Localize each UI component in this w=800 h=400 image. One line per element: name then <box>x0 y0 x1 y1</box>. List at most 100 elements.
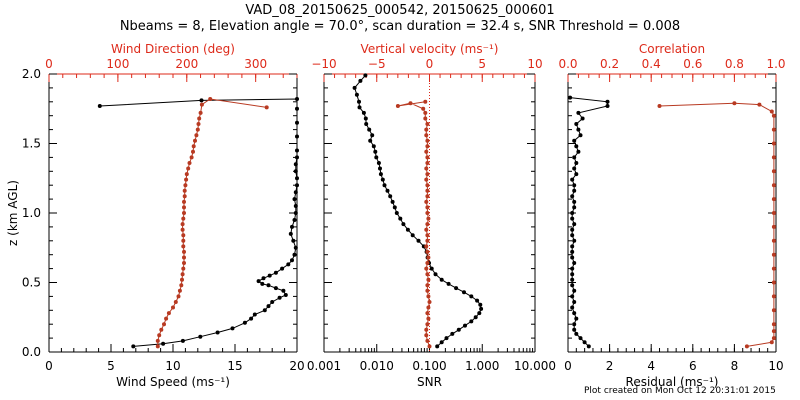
black-data-point <box>131 344 136 349</box>
black-data-point <box>368 138 373 143</box>
black-data-point <box>262 308 267 313</box>
black-data-point <box>367 127 372 132</box>
black-data-point <box>361 110 366 115</box>
black-data-point <box>572 327 577 332</box>
black-data-point <box>570 249 575 254</box>
black-data-point <box>295 120 299 125</box>
red-data-point <box>162 322 166 327</box>
red-data-point <box>184 172 189 177</box>
black-data-point <box>249 316 254 321</box>
black-data-point <box>286 262 291 267</box>
red-data-point <box>425 311 430 316</box>
black-data-point <box>444 336 449 341</box>
black-data-point <box>416 238 421 243</box>
black-data-point <box>570 305 575 310</box>
top-tick-label: 100 <box>106 57 129 71</box>
black-data-point <box>572 311 577 316</box>
red-data-point <box>425 155 430 160</box>
red-data-point <box>423 110 428 115</box>
black-data-point <box>572 188 577 193</box>
black-data-point <box>373 149 378 154</box>
black-data-point <box>97 104 102 108</box>
red-data-point <box>425 322 430 327</box>
red-data-point <box>195 127 200 132</box>
top-axis-title: Correlation <box>639 42 705 56</box>
top-axis-title: Wind Direction (deg) <box>111 42 235 56</box>
red-data-point <box>425 272 430 277</box>
bottom-tick-label: 1.000 <box>465 359 499 373</box>
red-data-point <box>769 109 774 114</box>
red-data-point <box>184 177 189 182</box>
red-data-point <box>426 305 431 310</box>
red-data-point <box>180 227 185 232</box>
red-data-point <box>771 155 776 160</box>
black-data-point <box>261 276 266 281</box>
black-data-point <box>582 340 587 345</box>
red-data-point <box>182 249 186 254</box>
red-data-point <box>182 261 186 265</box>
red-data-point <box>771 169 776 174</box>
black-data-point <box>570 294 575 299</box>
black-data-point <box>469 294 474 299</box>
red-data-point <box>179 283 184 288</box>
black-data-point <box>574 161 579 165</box>
red-data-point <box>425 172 430 177</box>
black-data-point <box>252 312 257 317</box>
black-data-point <box>371 144 376 149</box>
red-data-point <box>771 113 776 118</box>
red-data-point <box>181 244 186 249</box>
black-data-point <box>473 315 478 320</box>
top-tick-label: −10 <box>311 57 336 71</box>
black-data-point <box>270 300 275 304</box>
red-data-point <box>424 133 429 138</box>
red-data-point <box>199 102 204 107</box>
black-data-point <box>572 300 577 304</box>
red-series-line <box>157 98 267 347</box>
black-data-point <box>293 204 298 208</box>
red-data-point <box>424 266 429 271</box>
wind-speed-direction-panel: 0 5 10 15 20 Wind Speed (ms⁻¹) 0 100 200 300 Wind … <box>6 42 305 389</box>
red-data-point <box>425 261 430 265</box>
black-data-point <box>293 169 298 174</box>
red-data-point <box>425 122 430 126</box>
red-data-point <box>771 211 776 215</box>
red-data-point <box>191 149 195 154</box>
black-data-point <box>354 92 359 97</box>
red-data-point <box>181 238 186 243</box>
black-data-point <box>378 166 382 171</box>
red-data-point <box>424 199 429 204</box>
black-data-point <box>385 188 390 193</box>
top-tick-label: 0.0 <box>558 57 577 71</box>
black-data-point <box>266 304 271 309</box>
red-data-point <box>425 233 430 238</box>
black-data-point <box>456 327 461 332</box>
black-data-point <box>199 98 204 103</box>
bottom-tick-label: 6 <box>689 359 697 373</box>
black-data-point <box>295 97 299 101</box>
red-data-point <box>771 141 776 146</box>
red-data-point <box>771 322 776 327</box>
bottom-tick-label: 20 <box>289 359 304 373</box>
black-data-point <box>295 148 299 153</box>
black-data-point <box>605 104 610 108</box>
black-data-point <box>390 199 395 204</box>
black-data-point <box>570 194 575 199</box>
red-data-point <box>423 99 428 104</box>
red-data-point <box>771 336 776 341</box>
black-data-point <box>352 85 357 90</box>
black-data-point <box>281 288 286 293</box>
black-data-point <box>283 293 288 297</box>
red-data-point <box>198 110 203 115</box>
red-series-line <box>659 102 775 347</box>
red-data-point <box>425 205 430 210</box>
black-data-point <box>570 272 575 277</box>
red-data-point <box>173 300 178 304</box>
red-data-point <box>164 316 169 321</box>
black-data-point <box>439 340 444 345</box>
red-data-point <box>424 149 429 154</box>
red-data-point <box>181 233 186 238</box>
red-data-point <box>426 316 431 321</box>
black-data-point <box>572 288 577 293</box>
black-data-point <box>462 290 466 295</box>
red-data-point <box>180 272 185 277</box>
